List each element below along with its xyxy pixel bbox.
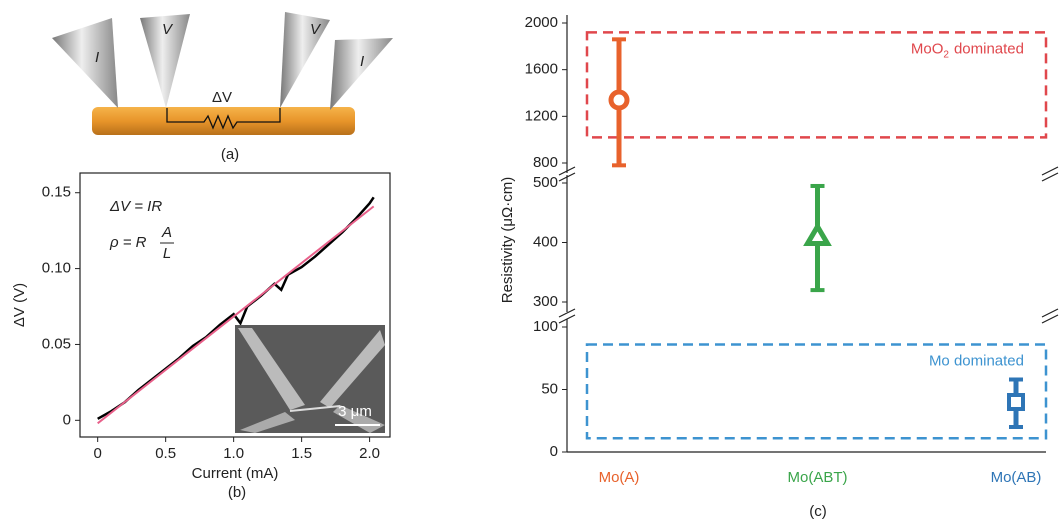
y-tick-label: 0.15: [42, 184, 71, 201]
nanowire: [92, 107, 355, 135]
inset-image: 3 μm: [235, 325, 385, 433]
y-tick-label: 400: [533, 233, 558, 250]
iv-chart: 3 μm 0 0.5 1.0 1.5 2.0 0 0.05 0.10 0.15 Current (…: [11, 173, 390, 501]
region-label-text: MoO: [911, 40, 944, 57]
y-tick-label: 0: [63, 411, 71, 428]
y-tick-label: 100: [533, 318, 558, 335]
y-axis-label: Resistivity (μΩ·cm): [499, 177, 516, 304]
y-tick-label: 0.05: [42, 335, 71, 352]
y-tick-label: 50: [541, 380, 558, 397]
scale-label: 3 μm: [338, 403, 372, 420]
data-point: [611, 92, 627, 108]
x-tick-label: 1.0: [223, 445, 244, 462]
x-axis-label: Current (mA): [192, 465, 279, 482]
caption: (b): [228, 484, 246, 501]
caption: (c): [809, 503, 827, 520]
annotation: ΔV = IR: [109, 198, 162, 215]
data-point: [808, 227, 828, 244]
x-tick-label: 0: [94, 445, 102, 462]
probe-diagram: I V V I ΔV (a): [52, 12, 393, 163]
y-tick-label: 500: [533, 174, 558, 191]
figure: I V V I ΔV (a) 3 μm 0 0.5 1.0 1.5 2.0 0 0.05 0.…: [0, 0, 1061, 523]
probe: [52, 18, 118, 108]
y-axis-label: ΔV (V): [11, 283, 28, 327]
y-tick-label: 300: [533, 293, 558, 310]
y-tick-label: 1600: [525, 61, 558, 78]
probe-label: I: [95, 49, 99, 66]
voltage-label: ΔV: [212, 89, 232, 106]
x-tick-label: 1.5: [291, 445, 312, 462]
x-tick-label: Mo(ABT): [788, 469, 848, 486]
x-tick-label: 0.5: [155, 445, 176, 462]
probe-label: I: [360, 53, 364, 70]
y-tick-label: 0: [550, 443, 558, 460]
y-tick-label: 1200: [525, 107, 558, 124]
y-tick-label: 2000: [525, 14, 558, 31]
x-tick-label: Mo(A): [599, 469, 640, 486]
caption: (a): [221, 146, 239, 163]
region-label: MoO2 dominated: [911, 40, 1024, 60]
region-label-subscript: 2: [943, 49, 949, 60]
x-tick-label: Mo(AB): [991, 469, 1042, 486]
x-tick-label: 2.0: [359, 445, 380, 462]
formula-denominator: L: [163, 245, 171, 262]
region-label-suffix: dominated: [954, 40, 1024, 57]
formula-numerator: A: [161, 224, 172, 241]
formula-lhs: ρ = R: [109, 234, 147, 251]
probe: [330, 38, 393, 110]
y-tick-label: 800: [533, 154, 558, 171]
y-tick-label: 0.10: [42, 260, 71, 277]
probe: [280, 12, 330, 108]
region-label: Mo dominated: [929, 352, 1024, 369]
resistivity-chart: 0 50 100 300 400 500 800 1200 1600 2000 MoO2 domina…: [499, 14, 1058, 520]
region-label-text: Mo dominated: [929, 352, 1024, 369]
data-point: [1009, 395, 1023, 409]
